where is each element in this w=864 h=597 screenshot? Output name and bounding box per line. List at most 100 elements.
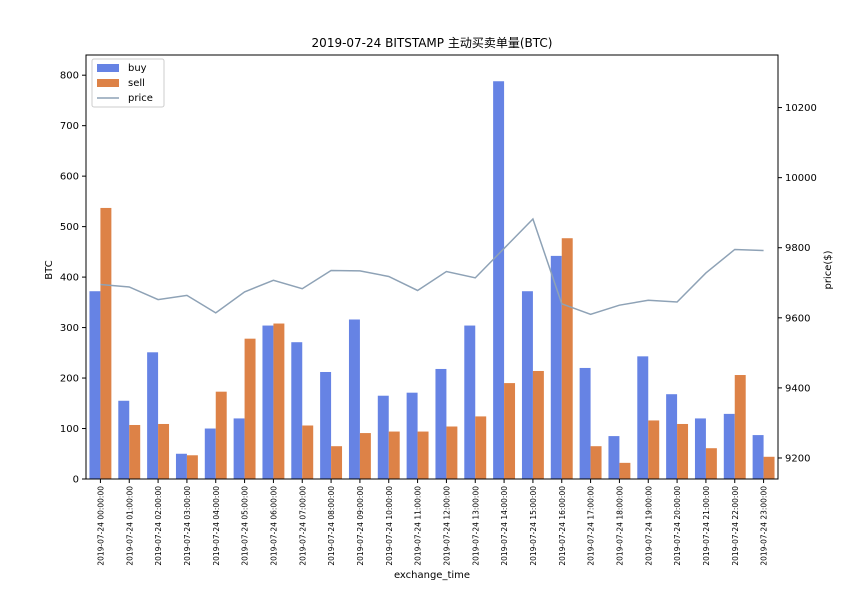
buy-bar <box>464 325 476 479</box>
buy-bar <box>118 400 130 479</box>
price-line-group <box>100 217 764 316</box>
sell-bar <box>417 431 429 479</box>
buy-bar <box>493 81 505 479</box>
sell-bar <box>532 370 544 479</box>
y-left-tick-label: 300 <box>60 323 79 334</box>
y-left-tick-label: 500 <box>60 222 79 233</box>
buy-bar <box>348 319 360 479</box>
buy-bar <box>550 255 562 479</box>
buy-bar <box>723 413 735 479</box>
sell-bar <box>504 383 516 479</box>
y-right-tick-label: 10000 <box>785 173 817 184</box>
x-tick-label: 2019-07-24 09:00:00 <box>356 486 365 566</box>
sell-bar <box>648 420 660 479</box>
sell-bar <box>619 462 631 479</box>
y-right-tick-label: 9800 <box>785 243 810 254</box>
sell-bar <box>302 425 314 479</box>
buy-bar <box>204 428 216 479</box>
y-left-tick-label: 600 <box>60 172 79 183</box>
legend-price-label: price <box>128 93 153 104</box>
x-tick-label: 2019-07-24 08:00:00 <box>327 486 336 566</box>
x-tick-label: 2019-07-24 21:00:00 <box>702 486 711 566</box>
buy-bar <box>666 394 678 479</box>
sell-bar <box>158 423 170 479</box>
x-tick-label: 2019-07-24 05:00:00 <box>241 486 250 566</box>
buy-bar <box>377 395 389 479</box>
x-tick-label: 2019-07-24 06:00:00 <box>269 486 278 566</box>
x-tick-label: 2019-07-24 02:00:00 <box>154 486 163 566</box>
x-tick-label: 2019-07-24 13:00:00 <box>471 486 480 566</box>
sell-bar <box>100 207 112 479</box>
sell-bar <box>186 455 198 479</box>
legend: buy sell price <box>91 58 165 108</box>
y-left-tick-label: 100 <box>60 424 79 435</box>
buy-bar <box>637 356 649 479</box>
buy-bar <box>233 418 245 479</box>
sell-bar <box>475 416 487 479</box>
x-tick-label: 2019-07-24 14:00:00 <box>500 486 509 566</box>
sell-bar <box>388 431 400 479</box>
y-left-tick-label: 400 <box>60 273 79 284</box>
y-right-tick-label: 9600 <box>785 313 810 324</box>
x-tick-label: 2019-07-24 01:00:00 <box>125 486 134 566</box>
x-axis-label: exchange_time <box>394 570 470 581</box>
x-tick-label: 2019-07-24 10:00:00 <box>385 486 394 566</box>
y-right-tick-label: 10200 <box>785 103 817 114</box>
x-tick-label: 2019-07-24 20:00:00 <box>673 486 682 566</box>
legend-buy-swatch <box>97 64 119 72</box>
plot-frame <box>85 54 779 480</box>
buy-bar <box>694 418 706 479</box>
buy-bar <box>752 435 764 479</box>
x-tick-label: 2019-07-24 15:00:00 <box>529 486 538 566</box>
x-tick-label: 2019-07-24 16:00:00 <box>558 486 567 566</box>
x-tick-label: 2019-07-24 11:00:00 <box>414 486 423 566</box>
y-left-tick-label: 700 <box>60 121 79 132</box>
chart-title: 2019-07-24 BITSTAMP 主动买卖单量(BTC) <box>312 36 553 50</box>
buy-bar <box>608 436 620 479</box>
sell-bar <box>705 448 717 479</box>
buy-bar <box>175 453 187 479</box>
y-right-tick-label: 9200 <box>785 453 810 464</box>
buy-bar <box>435 368 447 479</box>
buy-bar <box>89 291 101 479</box>
y-left-tick-label: 200 <box>60 374 79 385</box>
sell-bar <box>215 391 227 479</box>
sell-bar <box>273 323 285 479</box>
sell-bar <box>446 426 458 479</box>
buy-bar <box>406 392 418 479</box>
x-tick-label: 2019-07-24 04:00:00 <box>212 486 221 566</box>
sell-bar <box>129 424 141 479</box>
x-tick-label: 2019-07-24 03:00:00 <box>183 486 192 566</box>
x-tick-label: 2019-07-24 12:00:00 <box>442 486 451 566</box>
x-tick-label: 2019-07-24 18:00:00 <box>615 486 624 566</box>
y-left-tick-label: 800 <box>60 71 79 82</box>
bars <box>89 81 775 479</box>
y-axis-label-left: BTC <box>44 260 55 279</box>
x-tick-label: 2019-07-24 23:00:00 <box>760 486 769 566</box>
sell-bar <box>331 446 343 479</box>
buy-bar <box>579 367 591 479</box>
sell-bar <box>763 456 775 479</box>
buy-bar <box>320 371 332 479</box>
x-tick-label: 2019-07-24 07:00:00 <box>298 486 307 566</box>
y-axis-label-right: price($) <box>823 250 834 289</box>
y-axis-left: 0 100 200 300 400 500 600 700 800 <box>60 71 86 486</box>
sell-bar <box>590 446 602 479</box>
x-axis: 2019-07-24 00:00:00 2019-07-24 01:00:00 20… <box>96 479 769 566</box>
legend-sell-swatch <box>97 79 119 87</box>
buy-bar <box>521 291 533 479</box>
y-axis-right: 9200 9400 9600 9800 10000 10200 <box>778 103 817 464</box>
sell-bar <box>244 338 256 479</box>
x-tick-label: 2019-07-24 22:00:00 <box>731 486 740 566</box>
buy-bar <box>291 342 303 479</box>
price-line <box>100 217 764 316</box>
y-left-tick-label: 0 <box>73 475 79 486</box>
x-tick-label: 2019-07-24 00:00:00 <box>96 486 105 566</box>
x-tick-label: 2019-07-24 19:00:00 <box>644 486 653 566</box>
buy-bar <box>147 352 159 479</box>
buy-bar <box>262 325 274 479</box>
sell-bar <box>359 433 371 479</box>
sell-bar <box>677 423 689 479</box>
sell-bar <box>734 375 746 479</box>
